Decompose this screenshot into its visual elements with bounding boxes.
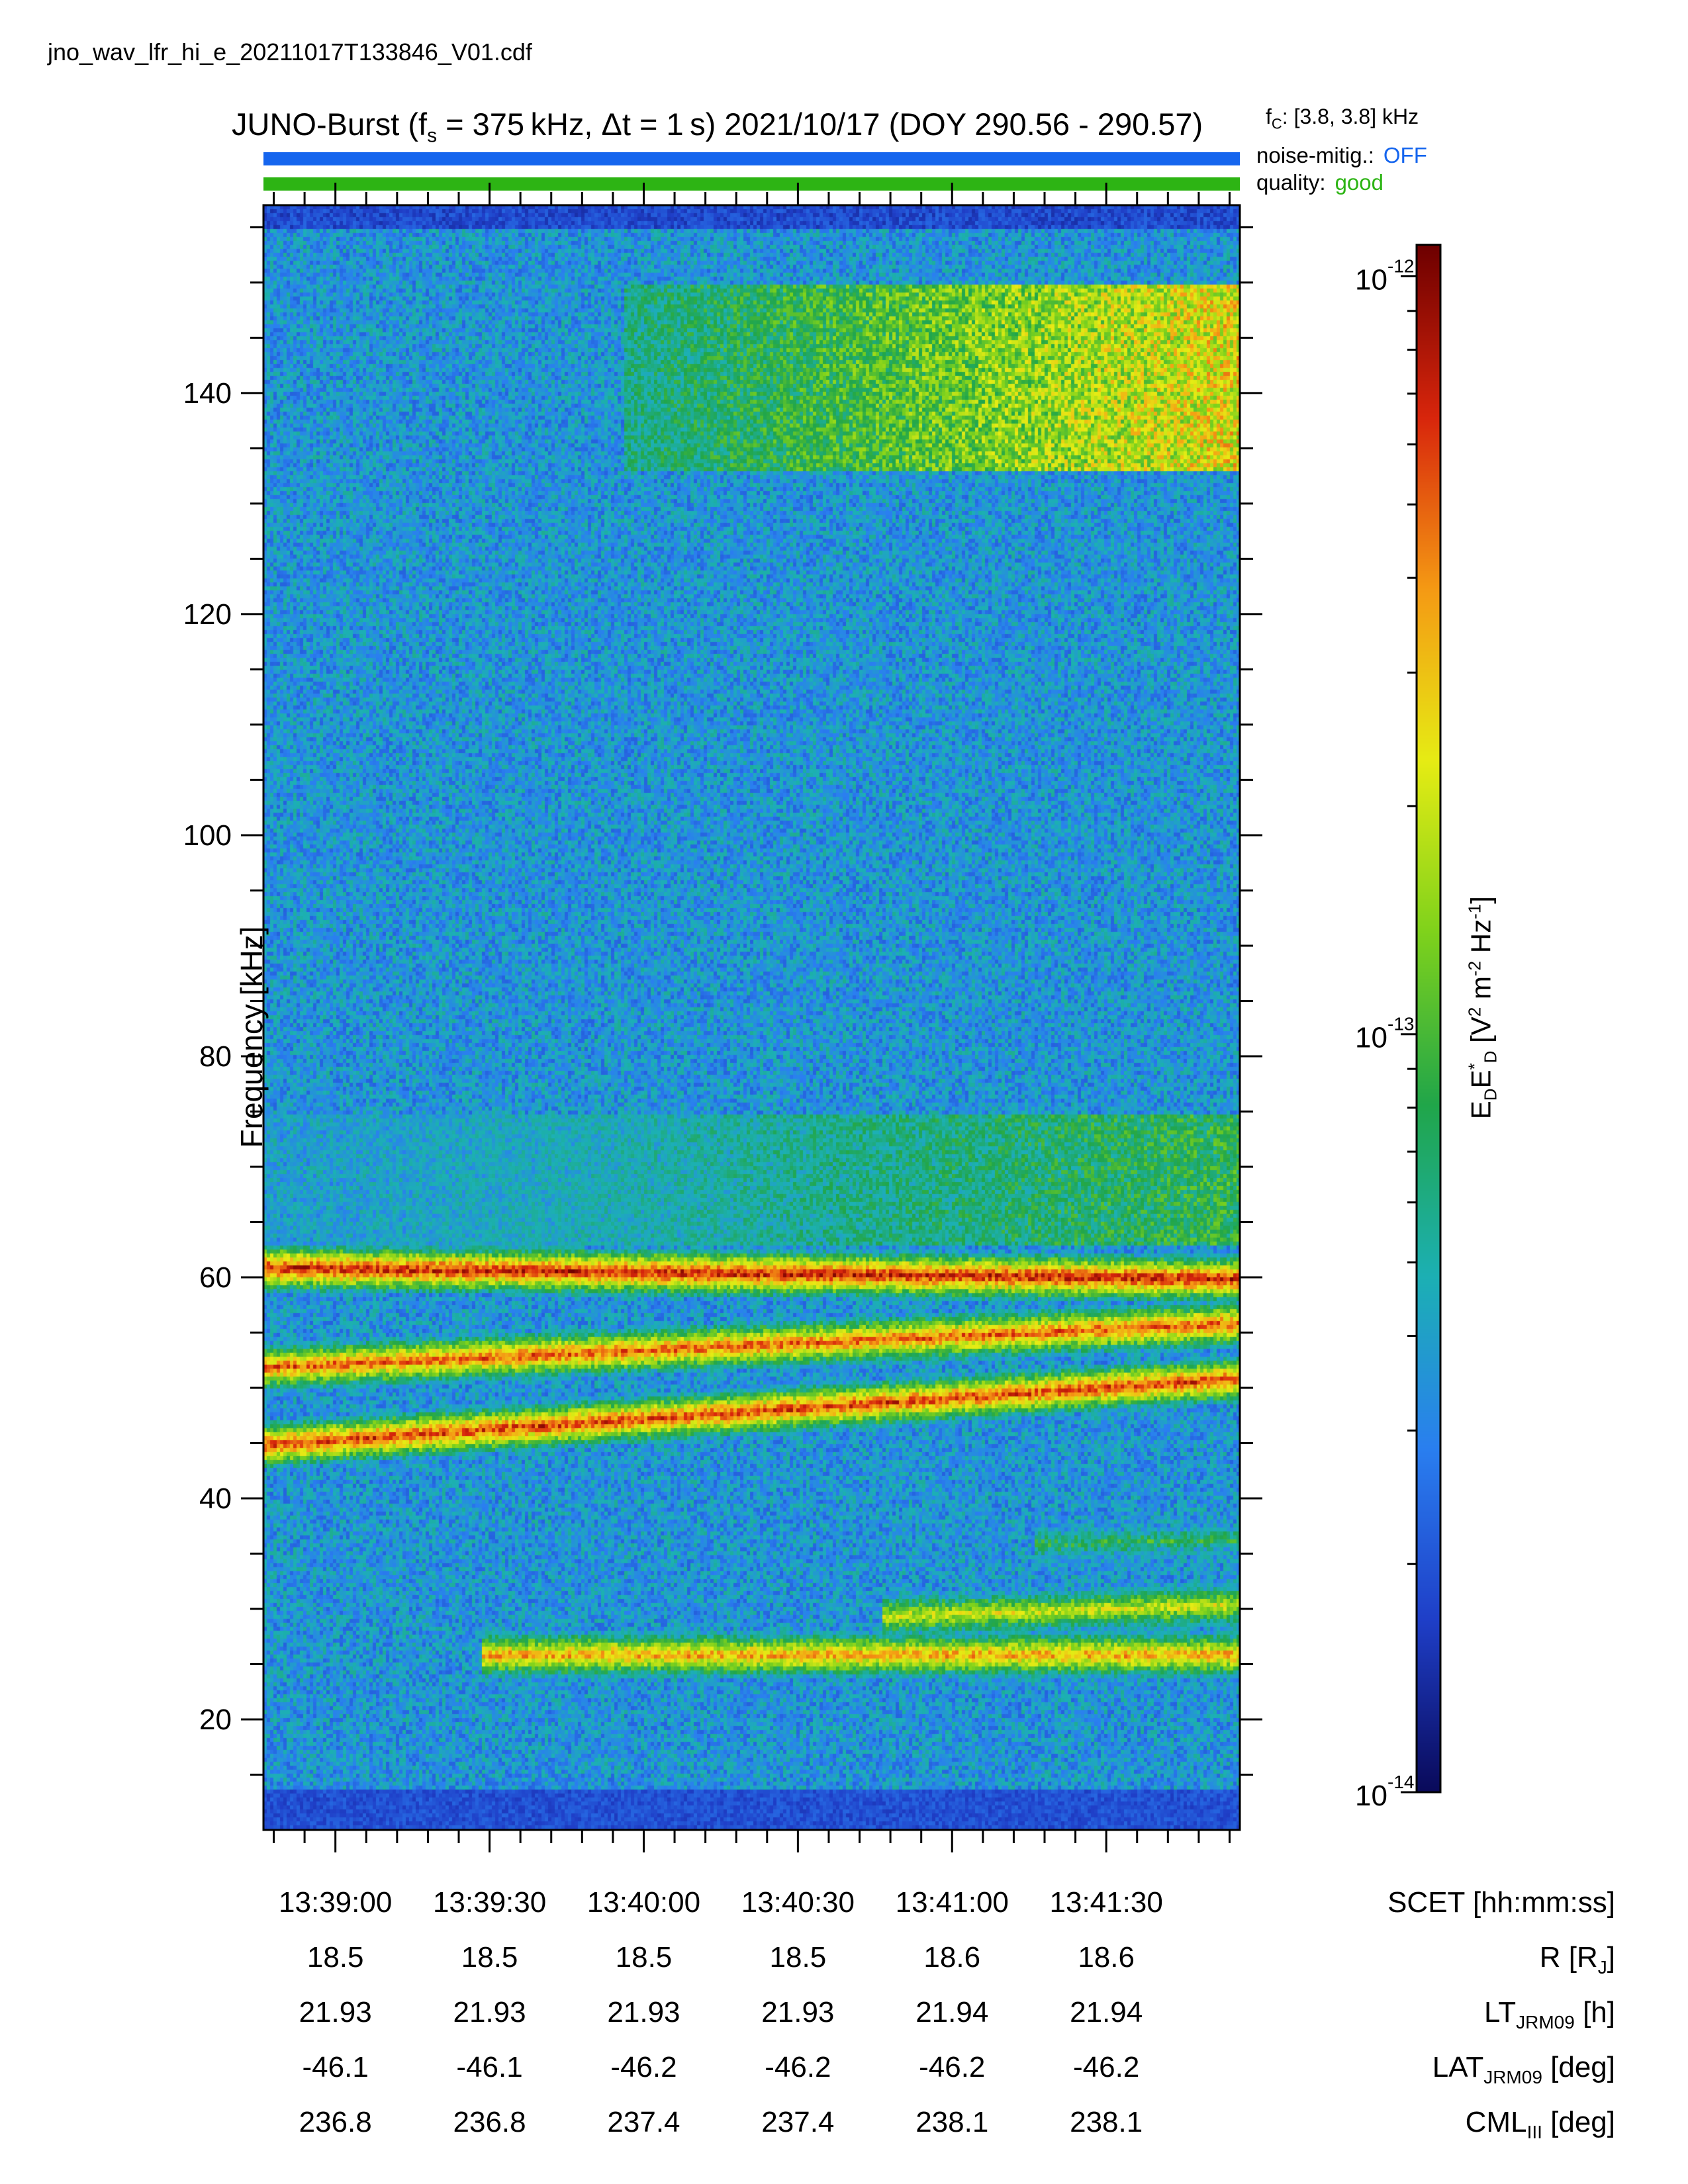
- ephemeris-value: 18.5: [461, 1941, 518, 1974]
- ephemeris-value: 21.93: [453, 1996, 526, 2028]
- cutoff-frequency: fC: [3.8, 3.8] kHz: [1266, 105, 1419, 132]
- noise-mitigation-bar: [263, 152, 1240, 165]
- spectrogram-heatmap: [263, 205, 1240, 1830]
- ephemeris-value: -46.2: [610, 2051, 677, 2083]
- ephemeris-row-label: SCET [hh:mm:ss]: [1387, 1886, 1615, 1919]
- fc-subscript: C: [1271, 115, 1282, 132]
- ephemeris-value: 237.4: [607, 2106, 680, 2138]
- title-subscript: s: [427, 124, 438, 147]
- ephemeris-value: 21.93: [607, 1996, 680, 2028]
- colorbar-frame: [1415, 244, 1442, 1794]
- y-tick-label: 80: [199, 1040, 232, 1073]
- plot-frame: [262, 204, 1241, 1831]
- ephemeris-value: 236.8: [299, 2106, 372, 2138]
- colorbar-tick-exponent: -14: [1387, 1772, 1414, 1792]
- ephemeris-row-label: LATJRM09 [deg]: [1432, 2051, 1615, 2087]
- y-tick-label: 120: [183, 598, 232, 631]
- ephemeris-row-label: LTJRM09 [h]: [1484, 1996, 1615, 2032]
- ephemeris-value: 21.94: [915, 1996, 989, 2028]
- colorbar-label: EDE*D [V2 m-2 Hz-1]: [1464, 896, 1501, 1120]
- chart-title: JUNO-Burst (fs = 375 kHz, Δt = 1 s) 2021…: [232, 106, 1203, 147]
- ephemeris-row-label: CMLIII [deg]: [1465, 2106, 1615, 2142]
- title-main: = 375 kHz, Δt = 1 s) 2021/10/17 (DOY 290…: [437, 107, 1203, 142]
- ephemeris-value: 18.5: [306, 1941, 364, 1974]
- fc-prefix: f: [1266, 105, 1272, 128]
- x-tick-label: 13:41:00: [895, 1886, 1009, 1919]
- ephemeris-value: 18.6: [923, 1941, 981, 1974]
- ephemeris-value: 18.6: [1078, 1941, 1135, 1974]
- x-tick-label: 13:41:30: [1049, 1886, 1163, 1919]
- quality-value: good: [1335, 170, 1383, 195]
- colorbar-tick-label: 10: [1355, 263, 1387, 296]
- colorbar-tick-exponent: -12: [1387, 255, 1414, 276]
- x-tick-label: 13:39:30: [432, 1886, 547, 1919]
- ephemeris-value: 21.93: [761, 1996, 835, 2028]
- title-prefix: JUNO-Burst (f: [232, 107, 428, 142]
- filename: jno_wav_lfr_hi_e_20211017T133846_V01.cdf: [48, 38, 532, 66]
- colorbar: [1417, 245, 1440, 1792]
- ephemeris-value: 18.5: [769, 1941, 827, 1974]
- noise-value: OFF: [1383, 143, 1427, 167]
- y-tick-label: 60: [199, 1261, 232, 1294]
- quality-status: quality: good: [1256, 170, 1383, 195]
- ephemeris-value: 18.5: [615, 1941, 673, 1974]
- ephemeris-value: 236.8: [453, 2106, 526, 2138]
- ephemeris-value: 238.1: [1070, 2106, 1143, 2138]
- y-tick-label: 100: [183, 819, 232, 852]
- ephemeris-value: 21.93: [299, 1996, 372, 2028]
- quality-bar: [263, 177, 1240, 191]
- y-tick-label: 40: [199, 1482, 232, 1515]
- x-tick-label: 13:40:30: [741, 1886, 855, 1919]
- ephemeris-value: 238.1: [915, 2106, 989, 2138]
- x-tick-label: 13:39:00: [279, 1886, 393, 1919]
- ephemeris-value: -46.2: [1073, 2051, 1140, 2083]
- colorbar-tick-exponent: -13: [1387, 1014, 1414, 1034]
- y-tick-label: 20: [199, 1704, 232, 1736]
- ephemeris-row-label: R [RJ]: [1539, 1941, 1615, 1978]
- ephemeris-value: -46.1: [456, 2051, 523, 2083]
- ephemeris-value: -46.2: [765, 2051, 831, 2083]
- ephemeris-value: -46.2: [919, 2051, 986, 2083]
- ephemeris-value: 237.4: [761, 2106, 835, 2138]
- noise-mitigation-status: noise-mitig.: OFF: [1256, 143, 1427, 168]
- y-tick-label: 140: [183, 377, 232, 410]
- y-axis-label: Frequency [kHz]: [234, 926, 269, 1148]
- quality-label: quality:: [1256, 170, 1326, 195]
- noise-label: noise-mitig.:: [1256, 143, 1374, 167]
- ephemeris-value: 21.94: [1070, 1996, 1143, 2028]
- colorbar-tick-label: 10: [1355, 1780, 1387, 1812]
- fc-value: : [3.8, 3.8] kHz: [1282, 105, 1419, 128]
- x-tick-label: 13:40:00: [586, 1886, 701, 1919]
- ephemeris-value: -46.1: [302, 2051, 369, 2083]
- colorbar-tick-label: 10: [1355, 1022, 1387, 1054]
